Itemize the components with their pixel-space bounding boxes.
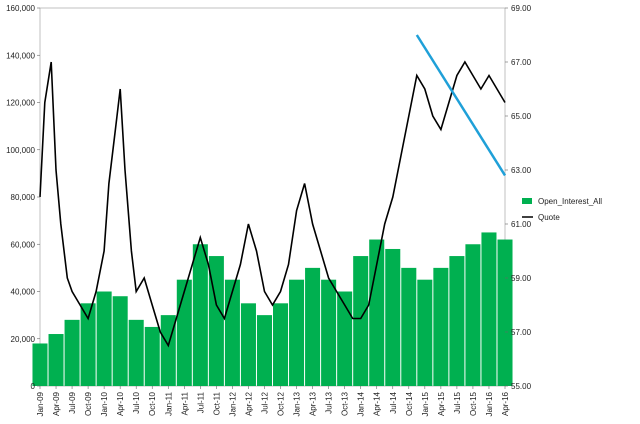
- bar-open-interest-26: [449, 256, 465, 386]
- y-left-tick-label: 120,000: [6, 99, 35, 108]
- bar-open-interest-19: [337, 291, 353, 386]
- y-left-tick-label: 160,000: [6, 4, 35, 13]
- y-left-tick-label: 20,000: [11, 335, 36, 344]
- x-tick-label: Jul-15: [453, 391, 462, 413]
- x-tick-label: Apr-13: [309, 391, 318, 416]
- x-tick-label: Apr-11: [180, 391, 189, 415]
- bar-open-interest-23: [401, 267, 417, 386]
- bar-open-interest-22: [385, 248, 401, 386]
- y-left-tick-label: 40,000: [11, 288, 36, 297]
- bar-open-interest-29: [497, 239, 513, 386]
- x-tick-label: Jul-14: [389, 391, 398, 413]
- line-quote: [39, 60, 506, 348]
- legend-label-quote: Quote: [538, 213, 560, 222]
- x-tick-label: Apr-15: [437, 391, 446, 416]
- x-tick-label: Jan-16: [485, 391, 494, 416]
- y-right-tick-label: 65.00: [511, 112, 532, 121]
- bar-open-interest-4: [96, 291, 112, 386]
- y-axis-left: 0 20,000 40,000 60,000 80,000 100,000 120,000 1…: [6, 4, 40, 391]
- legend-swatch-open-interest: [522, 198, 532, 204]
- x-tick-label: Jul-10: [132, 391, 141, 413]
- x-tick-label: Apr-10: [116, 391, 125, 416]
- x-tick-label: Apr-12: [244, 391, 253, 416]
- y-left-tick-label: 100,000: [6, 146, 35, 155]
- bar-open-interest-18: [321, 279, 337, 386]
- bar-open-interest-10: [192, 244, 208, 386]
- x-tick-label: Jan-09: [36, 391, 45, 416]
- bar-open-interest-27: [465, 244, 481, 386]
- x-tick-label: Oct-15: [469, 391, 478, 416]
- bar-open-interest-2: [64, 319, 80, 386]
- x-tick-label: Jan-10: [100, 391, 109, 416]
- bar-open-interest-13: [240, 303, 256, 386]
- x-tick-label: Jan-12: [228, 391, 237, 416]
- bar-open-interest-6: [128, 319, 144, 386]
- y-right-tick-label: 61.00: [511, 220, 532, 229]
- y-right-tick-label: 67.00: [511, 58, 532, 67]
- bar-open-interest-20: [353, 256, 369, 386]
- x-tick-label: Oct-14: [405, 391, 414, 416]
- x-tick-label: Jul-12: [260, 391, 269, 413]
- x-tick-label: Jul-09: [68, 391, 77, 413]
- legend: Open_Interest_All Quote: [522, 197, 602, 222]
- plot-layer: [32, 7, 513, 387]
- y-right-tick-label: 55.00: [511, 382, 532, 391]
- bar-open-interest-1: [48, 334, 64, 386]
- bar-open-interest-14: [256, 315, 272, 386]
- x-tick-label: Oct-09: [84, 391, 93, 416]
- x-tick-label: Apr-09: [52, 391, 61, 416]
- legend-label-open-interest: Open_Interest_All: [538, 197, 602, 206]
- bar-open-interest-0: [32, 343, 48, 386]
- x-tick-label: Jul-13: [325, 391, 334, 413]
- bar-open-interest-3: [80, 303, 96, 386]
- bar-open-interest-9: [176, 279, 192, 386]
- bar-open-interest-5: [112, 296, 128, 386]
- x-tick-label: Oct-10: [148, 391, 157, 416]
- x-tick-label: Jan-14: [357, 391, 366, 416]
- x-tick-label: Oct-11: [212, 391, 221, 415]
- y-right-tick-label: 57.00: [511, 328, 532, 337]
- trendline: [415, 34, 507, 177]
- bar-open-interest-28: [481, 232, 497, 386]
- bar-open-interest-7: [144, 326, 160, 386]
- bar-open-interest-25: [433, 267, 449, 386]
- y-right-tick-label: 69.00: [511, 4, 532, 13]
- y-left-tick-label: 0: [31, 382, 36, 391]
- x-tick-label: Oct-13: [341, 391, 350, 416]
- x-tick-label: Apr-14: [373, 391, 382, 416]
- x-tick-label: Oct-12: [277, 391, 286, 416]
- y-right-tick-label: 63.00: [511, 166, 532, 175]
- x-tick-label: Jul-11: [196, 391, 205, 413]
- x-tick-label: Jan-11: [164, 391, 173, 415]
- x-tick-label: Jan-13: [293, 391, 302, 416]
- x-axis: Jan-09 Apr-09 Jul-09 Oct-09 Jan-10 Apr-10 Jul-…: [36, 386, 510, 416]
- y-left-tick-label: 60,000: [11, 240, 36, 249]
- bar-open-interest-16: [289, 279, 305, 386]
- y-axis-right: 55.00 57.00 59.00 61.00 63.00 65.00 67.00 69.00: [505, 4, 532, 391]
- bar-open-interest-17: [305, 267, 321, 386]
- bar-open-interest-24: [417, 279, 433, 386]
- bar-open-interest-12: [224, 279, 240, 386]
- bar-open-interest-15: [273, 303, 289, 386]
- x-tick-label: Jan-15: [421, 391, 430, 416]
- y-right-tick-label: 59.00: [511, 274, 532, 283]
- bar-open-interest-21: [369, 239, 385, 386]
- y-left-tick-label: 80,000: [11, 193, 36, 202]
- y-left-tick-label: 140,000: [6, 51, 35, 60]
- x-tick-label: Apr-16: [501, 391, 510, 416]
